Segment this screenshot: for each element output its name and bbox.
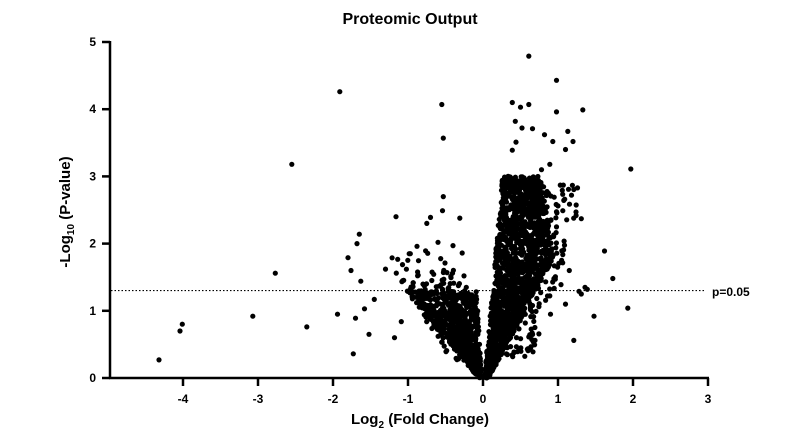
y-tick-label: 2 [89,237,96,251]
y-tick-label: 3 [89,169,96,183]
x-tick-label: -2 [328,392,339,406]
y-tick-label: 1 [89,304,96,318]
x-tick-label: 0 [480,392,487,406]
y-tick-label: 5 [89,35,96,49]
x-tick-label: -4 [178,392,189,406]
data-points [156,53,634,381]
y-tick-label: 0 [89,371,96,385]
y-tick-labels: 0 1 2 3 4 5 [89,35,110,385]
x-tick-label: 2 [630,392,637,406]
x-tick-label: -3 [253,392,264,406]
x-tick-labels: -4 -3 -2 -1 0 1 2 3 [178,378,712,406]
y-axis-label: -Log10 (P-value) [57,156,77,267]
x-axis-label: Log2 (Fold Change) [351,411,489,431]
y-tick-label: 4 [89,102,96,116]
threshold-label: p=0.05 [712,285,750,299]
x-tick-label: 3 [705,392,712,406]
chart-title: Proteomic Output [342,11,478,28]
x-tick-label: -1 [403,392,414,406]
x-tick-label: 1 [555,392,562,406]
